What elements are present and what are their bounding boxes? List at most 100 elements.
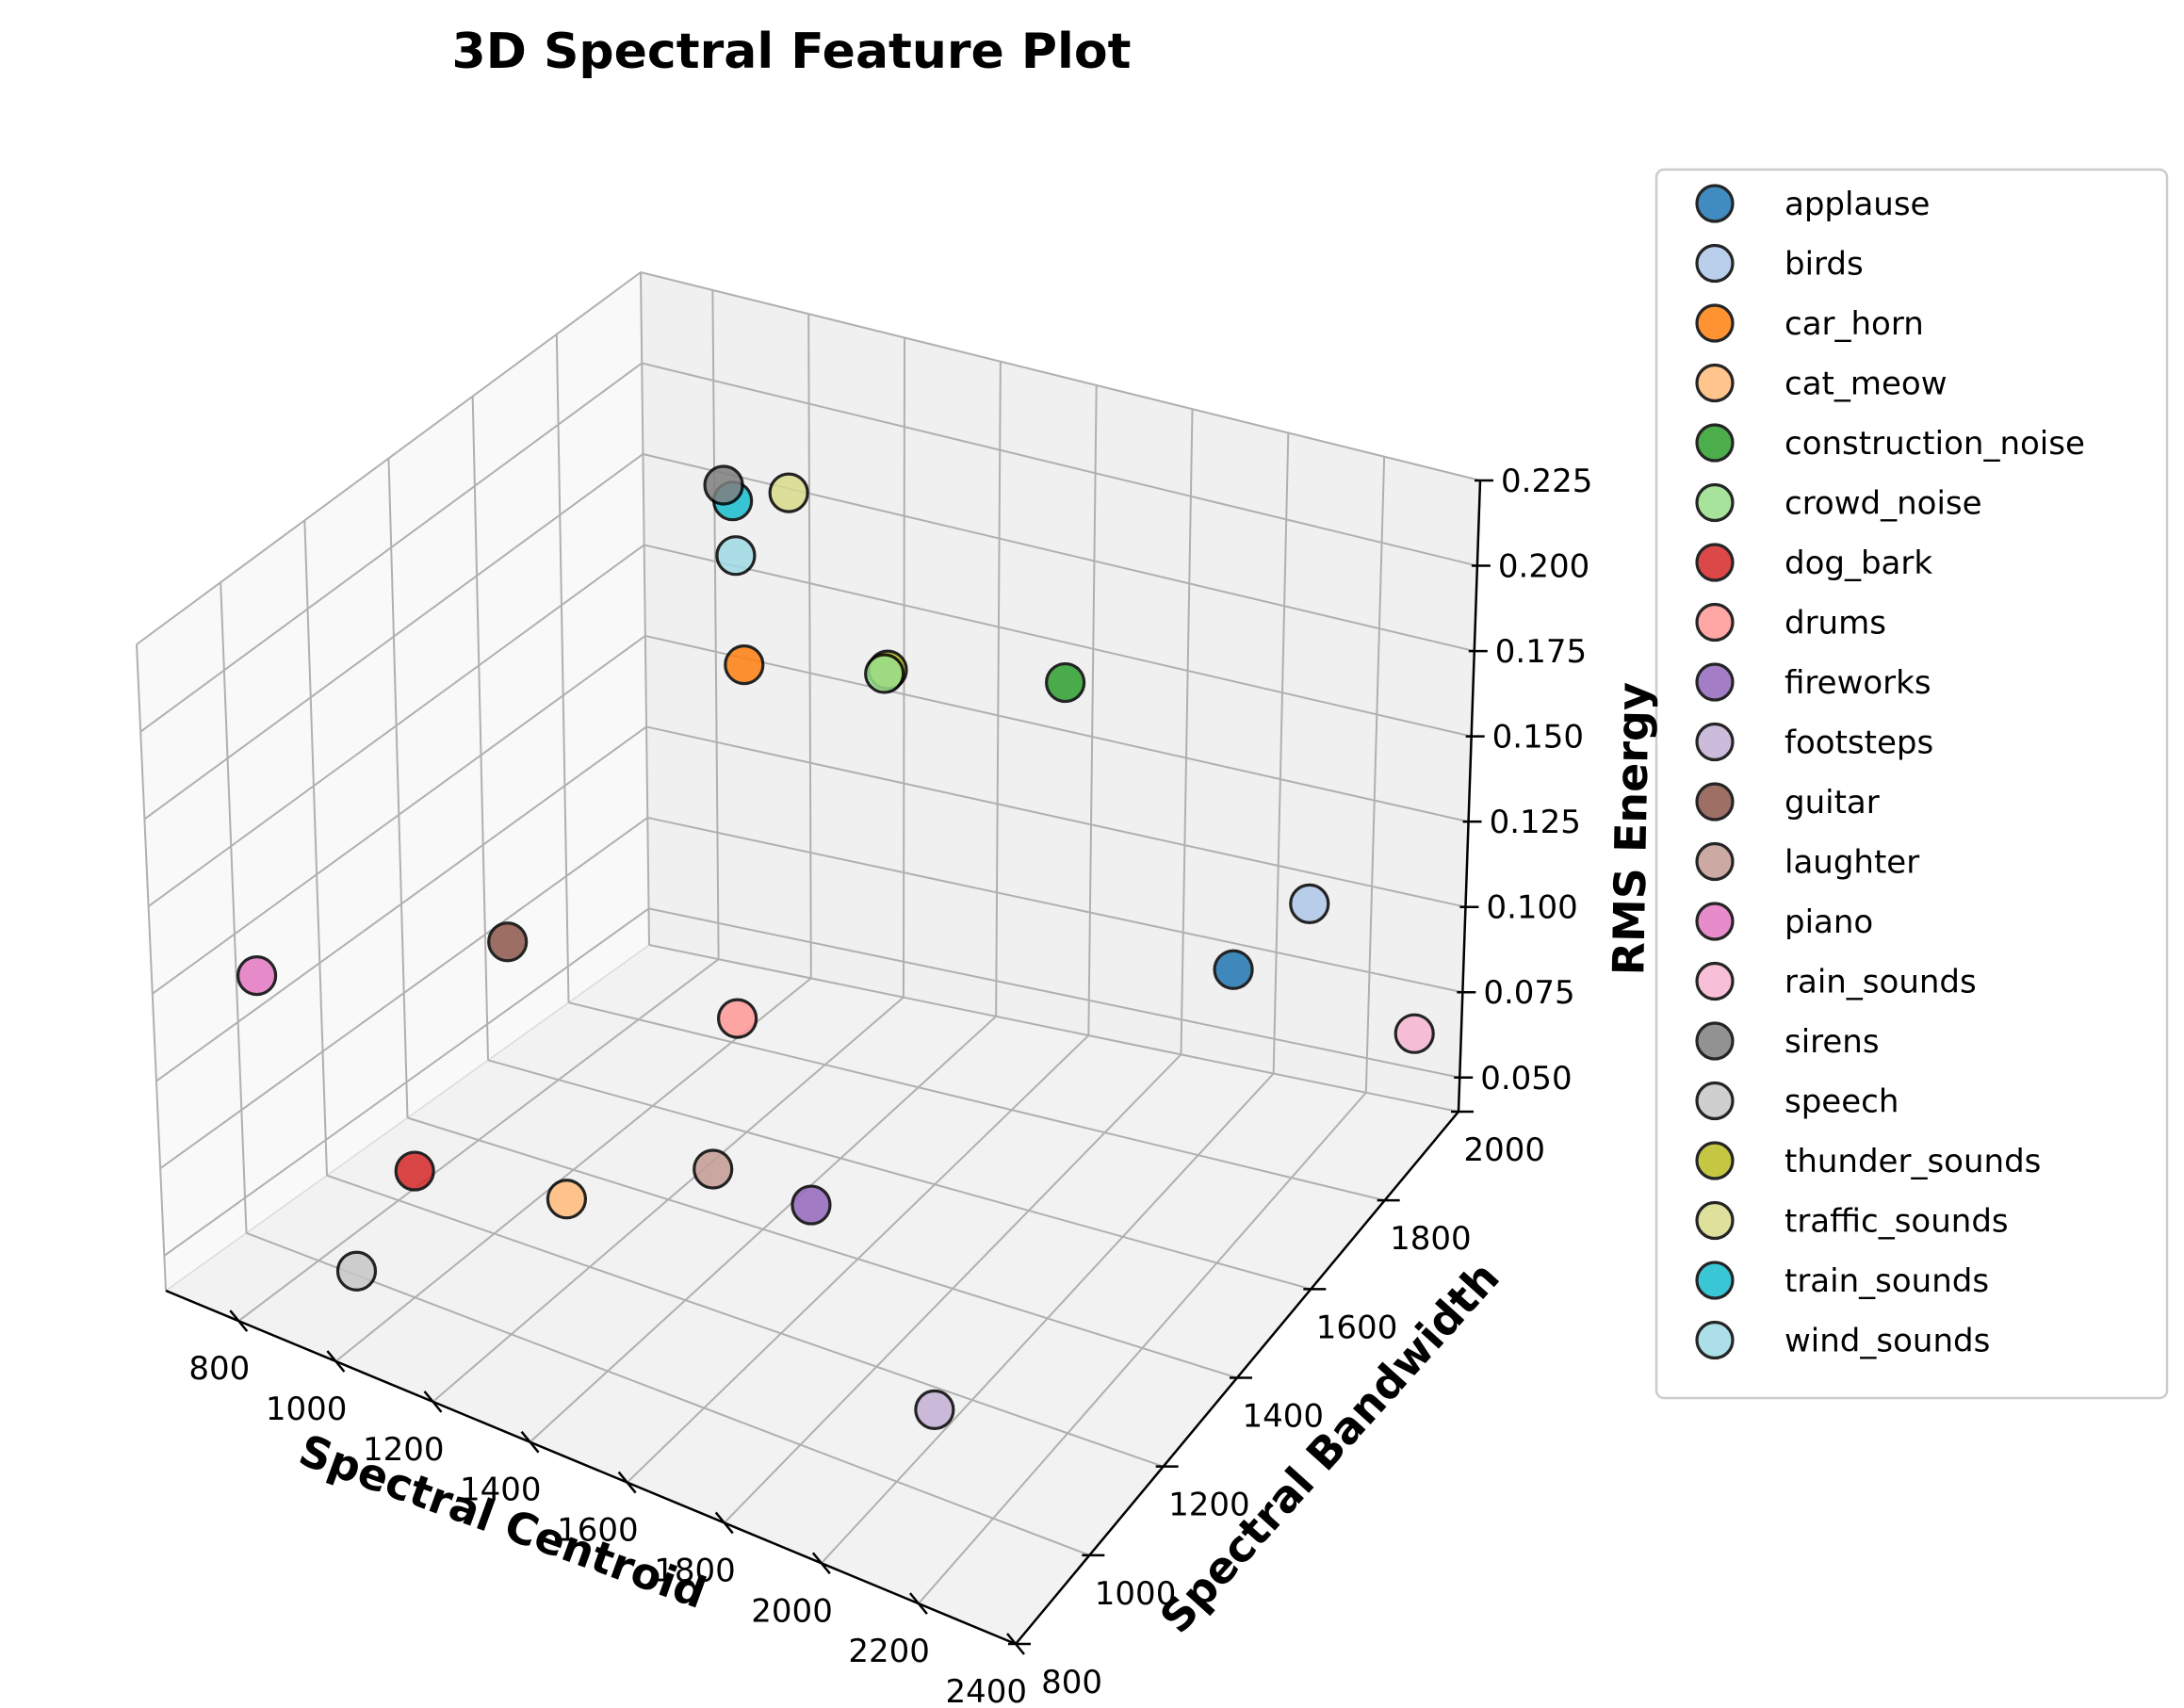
point-wind_sounds	[715, 535, 757, 577]
legend-marker-thunder_sounds	[1695, 1141, 1735, 1180]
x-tick	[811, 1552, 831, 1575]
x-gridline	[807, 314, 812, 979]
legend-marker-sirens	[1695, 1021, 1735, 1061]
axes-panes	[136, 270, 1481, 1645]
z-tick-label: 0.225	[1501, 463, 1592, 500]
legend-label-laughter: laughter	[1785, 844, 1919, 882]
y-gridline	[471, 396, 489, 1061]
z-gridline	[163, 907, 650, 1257]
x-tick-label: 2000	[751, 1592, 833, 1630]
x-tick-label: 1200	[363, 1431, 445, 1469]
x-axis-line	[165, 1289, 1017, 1646]
x-gridline	[995, 361, 1002, 1017]
x-gridline	[1272, 432, 1290, 1074]
y-gridline	[387, 458, 409, 1118]
y-gridline	[640, 271, 650, 946]
point-cat_meow	[546, 1179, 587, 1220]
z-tick-label: 0.050	[1480, 1060, 1572, 1098]
z-gridline	[152, 635, 646, 995]
legend-label-guitar: guitar	[1785, 784, 1880, 821]
z-gridline	[648, 907, 1460, 1079]
point-car_horn	[724, 644, 765, 686]
z-gridline	[143, 453, 644, 821]
scatter-points	[236, 464, 1435, 1430]
y-gridline	[568, 1001, 1385, 1202]
legend-label-footsteps: footsteps	[1785, 724, 1933, 762]
point-drums	[717, 998, 758, 1039]
x-tick	[714, 1511, 734, 1535]
z-tick-label: 0.175	[1495, 633, 1587, 671]
legend-marker-fireworks	[1695, 662, 1735, 702]
z-tick-label: 0.125	[1490, 804, 1581, 841]
point-construction_noise	[1045, 661, 1086, 704]
legend-label-rain_sounds: rain_sounds	[1785, 964, 1977, 1001]
legend-marker-laughter	[1695, 841, 1735, 882]
point-speech	[335, 1250, 378, 1292]
z-gridline	[155, 725, 647, 1082]
legend-marker-guitar	[1695, 782, 1735, 821]
x-tick-label: 1600	[557, 1512, 639, 1550]
legend-marker-footsteps	[1695, 722, 1735, 762]
legend-marker-construction_noise	[1695, 423, 1735, 463]
z-tick-label: 0.100	[1486, 889, 1577, 927]
z-axis-line	[1457, 480, 1482, 1113]
x-tick-label: 2400	[945, 1673, 1027, 1708]
y-gridline	[220, 582, 248, 1233]
x-tick-label: 2200	[848, 1633, 930, 1670]
x-tick-label: 1800	[654, 1552, 736, 1589]
z-axis-label: RMS Energy	[1603, 682, 1658, 976]
legend-label-construction_noise: construction_noise	[1785, 425, 2085, 463]
axis-ticks: 800 1000 1200 1400 1600 1800 2000 2200 2400 800 10…	[188, 463, 1592, 1708]
legend-label-crowd_noise: crowd_noise	[1785, 485, 1982, 523]
x-gridline	[1180, 409, 1194, 1055]
y-gridline	[407, 1116, 1238, 1379]
point-birds	[1289, 883, 1330, 924]
point-footsteps	[914, 1389, 955, 1430]
legend-marker-birds	[1695, 243, 1735, 284]
x-tick-label: 800	[188, 1350, 250, 1388]
y-gridline	[555, 333, 570, 1003]
legend-label-traffic_sounds: traffic_sounds	[1785, 1203, 2009, 1241]
legend-marker-speech	[1695, 1081, 1735, 1121]
x-gridline	[1087, 384, 1098, 1036]
point-piano	[236, 954, 278, 997]
z-gridline	[641, 362, 1478, 567]
y-gridline	[303, 520, 328, 1176]
x-gridline	[711, 289, 720, 960]
legend-label-dog_bark: dog_bark	[1785, 545, 1932, 582]
z-gridline	[644, 634, 1469, 823]
legend-marker-rain_sounds	[1695, 961, 1735, 1001]
chart-title: 3D Spectral Feature Plot	[452, 24, 1132, 80]
legend-marker-crowd_noise	[1695, 482, 1735, 523]
legend-marker-wind_sounds	[1695, 1320, 1735, 1360]
y-gridline	[648, 944, 1459, 1113]
z-gridline	[645, 725, 1466, 908]
legend-label-drums: drums	[1785, 605, 1886, 643]
y-tick-label: 2000	[1463, 1131, 1545, 1169]
z-gridline	[136, 271, 642, 645]
x-tick	[326, 1350, 346, 1373]
legend-box	[1654, 168, 2169, 1400]
y-gridline	[326, 1174, 1164, 1468]
y-tick-label: 1600	[1316, 1309, 1398, 1346]
y-gridline	[136, 643, 167, 1292]
x-tick	[617, 1471, 637, 1494]
legend-label-speech: speech	[1785, 1083, 1899, 1121]
y-gridline	[487, 1059, 1312, 1291]
y-gridline	[246, 1231, 1090, 1556]
legend-label-birds: birds	[1785, 246, 1864, 284]
x-tick	[520, 1430, 540, 1454]
point-guitar	[487, 921, 529, 963]
y-tick-label: 800	[1041, 1664, 1102, 1701]
point-sirens	[703, 464, 744, 506]
point-rain_sounds	[1394, 1013, 1435, 1054]
legend-marker-train_sounds	[1695, 1261, 1735, 1300]
z-tick-label: 0.150	[1492, 719, 1584, 756]
z-gridline	[644, 544, 1472, 738]
legend-label-applause: applause	[1785, 186, 1930, 223]
legend-marker-dog_bark	[1695, 543, 1735, 582]
z-gridline	[159, 817, 648, 1170]
y-tick-label: 1800	[1390, 1220, 1472, 1258]
legend-marker-cat_meow	[1695, 363, 1735, 403]
